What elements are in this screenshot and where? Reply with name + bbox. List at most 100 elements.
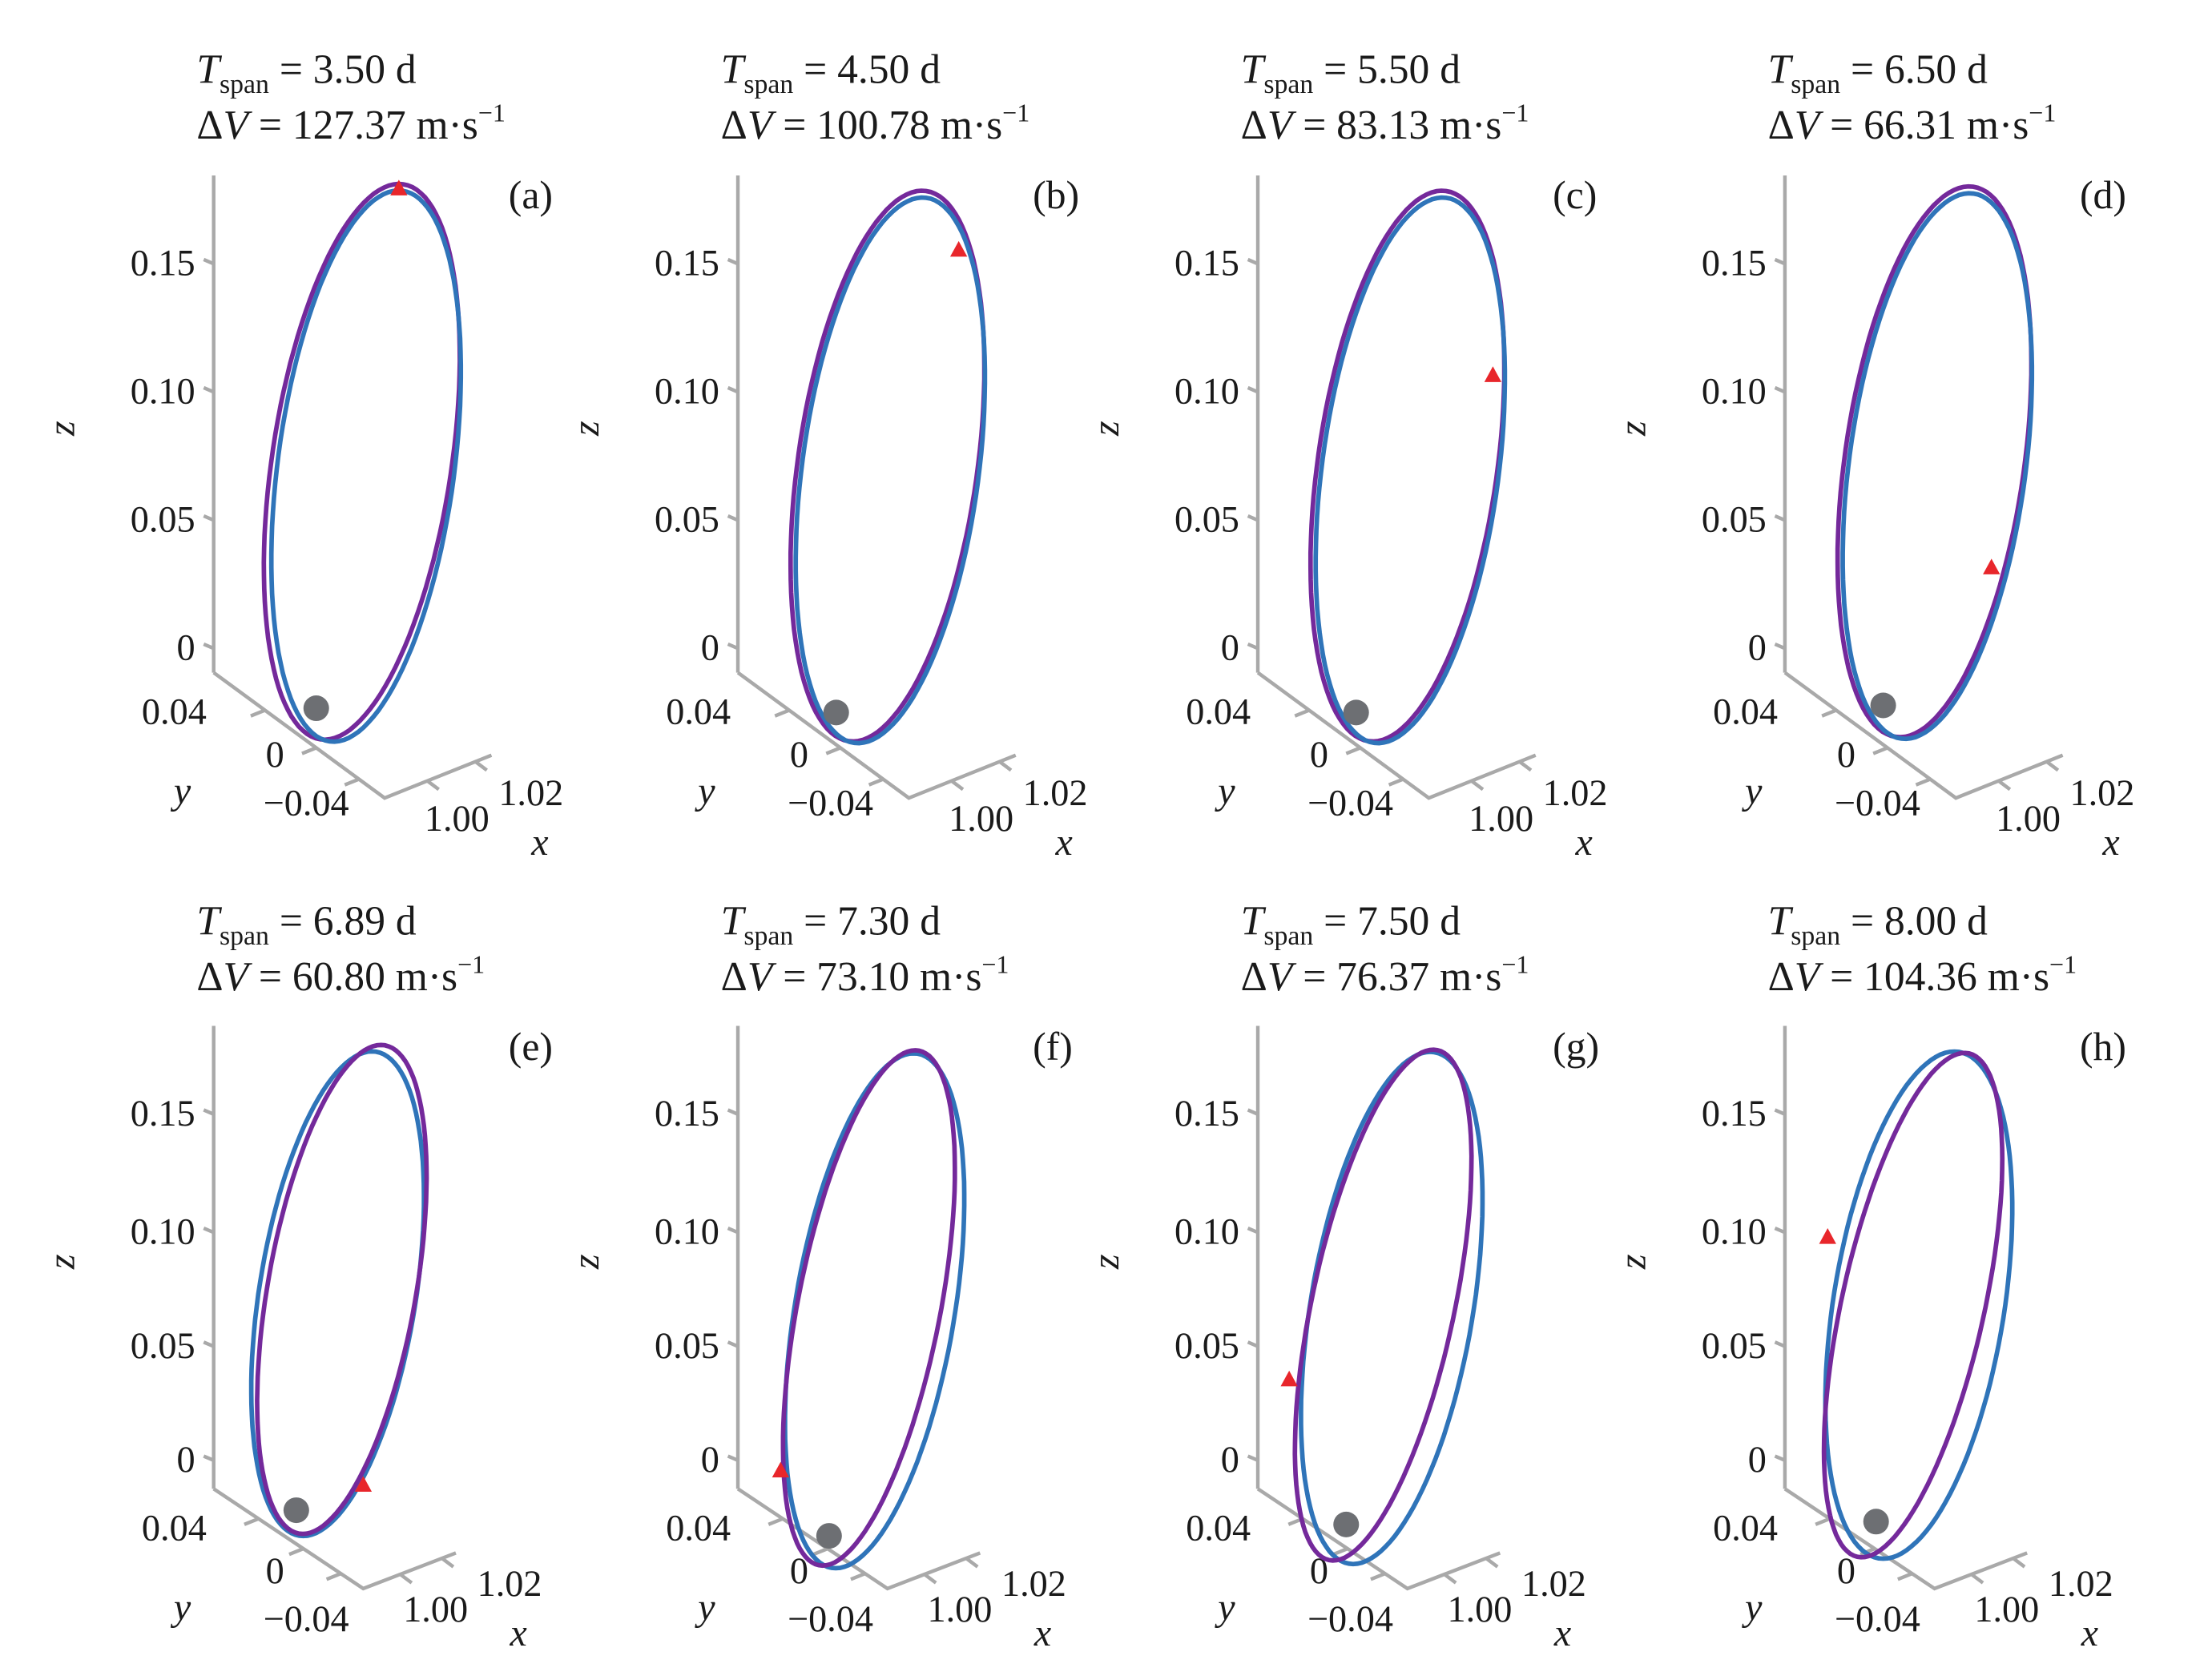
xy-axes	[1783, 671, 2064, 800]
x-tick	[1443, 1573, 1457, 1585]
z-tick	[1247, 1108, 1259, 1116]
maneuver-marker	[772, 1461, 790, 1478]
z-tick-label: 0	[701, 1439, 719, 1480]
panel-label: (c)	[1553, 173, 1597, 217]
z-tick	[1774, 385, 1786, 394]
y-tick-label: 0.04	[142, 1507, 207, 1548]
x-tick-label: 1.00	[928, 1589, 993, 1630]
z-tick-label: 0.05	[1702, 1325, 1767, 1366]
panel-title-dv: ΔV = 127.37 m·s−1	[196, 98, 506, 147]
z-tick-label: 0.05	[131, 1325, 195, 1366]
x-tick	[1518, 759, 1533, 772]
z-tick-label: 0.05	[1175, 1325, 1239, 1366]
panel-h: Tspan = 8.00 dΔV = 104.36 m·s−1(h) 0 0.05 0…	[1612, 899, 2126, 1654]
panel-label: (b)	[1033, 173, 1079, 217]
x-tick	[998, 759, 1013, 772]
z-tick	[203, 1340, 215, 1348]
z-tick-label: 0	[176, 627, 195, 668]
z-tick-label: 0.15	[1175, 1093, 1239, 1134]
z-axis-label: z	[1085, 421, 1127, 437]
y-tick	[344, 777, 360, 787]
z-tick	[1774, 257, 1786, 266]
x-tick-label: 1.02	[2070, 772, 2135, 813]
z-tick	[727, 257, 739, 266]
moon-marker	[303, 695, 329, 722]
z-tick	[727, 1340, 739, 1348]
trajectory-blue	[783, 1051, 967, 1571]
x-axis-label: x	[1575, 821, 1593, 864]
maneuver-marker	[1983, 558, 2000, 574]
trajectory-blue	[793, 195, 988, 746]
panel-title-dv: ΔV = 60.80 m·s−1	[196, 950, 485, 1000]
panel-title-tspan: Tspan = 6.50 d	[1768, 46, 1988, 99]
z-tick	[727, 642, 739, 651]
z-tick-label: 0.10	[655, 1211, 719, 1252]
y-tick	[1332, 1547, 1348, 1557]
y-tick	[1345, 746, 1361, 755]
z-tick-label: 0.10	[655, 371, 719, 412]
y-tick	[250, 708, 266, 718]
panel-label: (e)	[509, 1025, 553, 1069]
xy-axes	[212, 671, 493, 800]
x-tick-label: 1.00	[1448, 1589, 1513, 1630]
y-tick-label: 0.04	[1713, 691, 1778, 732]
panel-title-tspan: Tspan = 5.50 d	[1241, 46, 1461, 99]
xy-axes	[1256, 671, 1537, 800]
y-tick	[774, 708, 790, 718]
panel-label: (g)	[1553, 1025, 1599, 1069]
trajectory-purple	[788, 188, 987, 744]
trajectory-blue	[268, 187, 464, 744]
z-tick-label: 0.05	[131, 499, 195, 540]
z-tick	[203, 514, 215, 522]
panel-label: (h)	[2080, 1025, 2126, 1069]
panel-e: Tspan = 6.89 dΔV = 60.80 m·s−1 (e) 0 0.05 0.…	[40, 899, 553, 1654]
y-axis-label: y	[1214, 1586, 1235, 1629]
z-tick-label: 0.10	[131, 371, 195, 412]
y-axis-label: y	[694, 1586, 715, 1629]
maneuver-marker	[949, 240, 968, 257]
z-tick	[1247, 514, 1259, 522]
z-tick-label: 0.15	[131, 1093, 195, 1134]
z-axis-label: z	[40, 421, 83, 437]
z-tick-label: 0.10	[1175, 1211, 1239, 1252]
y-tick	[301, 746, 317, 755]
z-tick-label: 0.10	[1702, 1211, 1767, 1252]
z-tick-label: 0.15	[655, 242, 719, 283]
z-tick	[1247, 257, 1259, 266]
z-tick	[727, 1108, 739, 1116]
panel-a: Tspan = 3.50 dΔV = 127.37 m·s−1(a) 0 0.05 0…	[40, 46, 563, 864]
panel-f: Tspan = 7.30 dΔV = 73.10 m·s−1 (f) 0 0.05 0.…	[565, 899, 1073, 1654]
z-tick-label: 0.15	[655, 1093, 719, 1134]
y-tick	[1897, 1572, 1913, 1581]
z-tick-label: 0	[176, 1439, 195, 1480]
z-tick-label: 0	[1748, 1439, 1767, 1480]
y-tick	[1821, 708, 1837, 718]
y-tick	[1370, 1572, 1386, 1581]
x-tick	[1970, 1573, 1984, 1585]
moon-marker	[1863, 1509, 1889, 1535]
z-tick-label: 0.15	[131, 242, 195, 283]
x-tick	[1485, 1557, 1499, 1569]
trajectory-purple	[1292, 1047, 1474, 1563]
z-tick-label: 0.10	[1175, 371, 1239, 412]
z-axis-label: z	[1612, 1254, 1654, 1270]
z-tick-label: 0.15	[1175, 242, 1239, 283]
z-tick	[203, 1454, 215, 1462]
panel-title-dv: ΔV = 66.31 m·s−1	[1768, 98, 2057, 147]
z-tick	[727, 514, 739, 522]
panel-title-dv: ΔV = 73.10 m·s−1	[721, 950, 1009, 1000]
x-tick-label: 1.02	[2049, 1563, 2113, 1604]
x-tick-label: 1.02	[1521, 1563, 1586, 1604]
panel-title-tspan: Tspan = 7.30 d	[721, 899, 941, 951]
panel-title-dv: ΔV = 100.78 m·s−1	[721, 98, 1030, 147]
z-tick	[203, 385, 215, 394]
z-tick	[203, 1226, 215, 1235]
y-tick	[768, 1517, 784, 1526]
z-axis-label: z	[1612, 421, 1654, 437]
maneuver-marker	[354, 1476, 373, 1492]
x-tick-label: 1.00	[1974, 1589, 2039, 1630]
z-tick	[1247, 385, 1259, 394]
maneuver-marker	[1484, 366, 1502, 382]
z-tick-label: 0.05	[655, 1325, 719, 1366]
